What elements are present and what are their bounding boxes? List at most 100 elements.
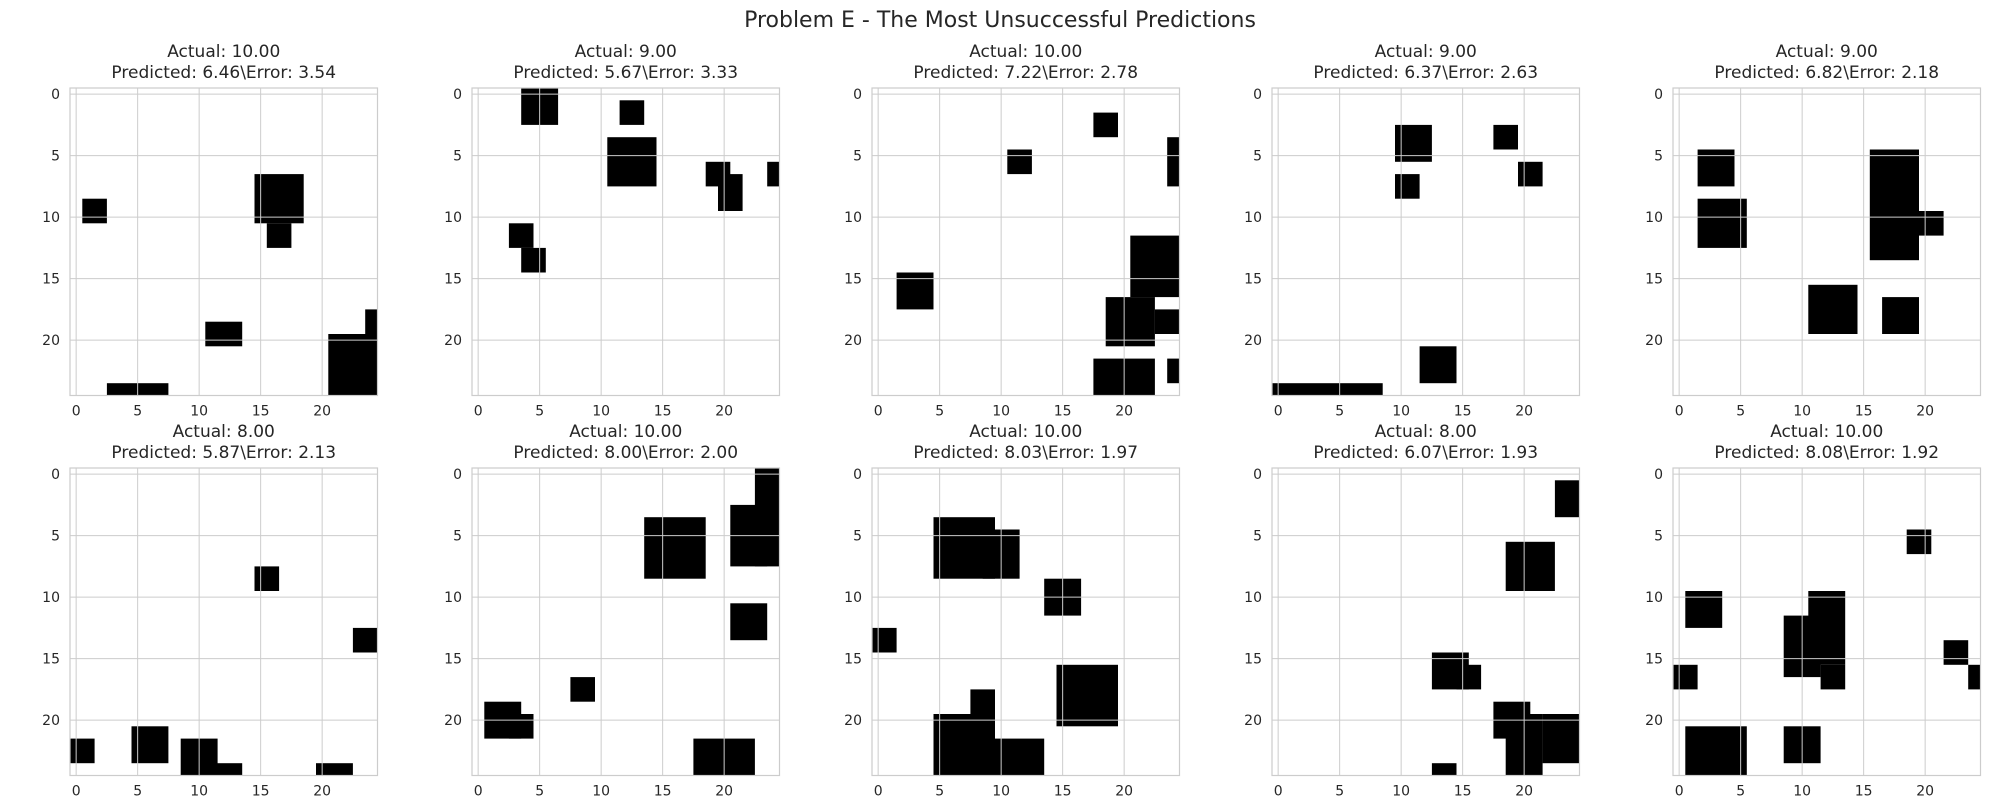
filled-cell-block <box>1906 529 1932 555</box>
subplot-panel: Actual: 10.00 Predicted: 8.03\Error: 1.97… <box>832 422 1220 802</box>
y-tick-label: 20 <box>444 333 462 349</box>
filled-cell-block <box>754 468 780 567</box>
y-tick-label: 20 <box>1244 333 1262 349</box>
heatmap-axes: 0 5 10 15 20 0 5 10 15 20 <box>444 467 781 800</box>
y-tick-label: 0 <box>51 467 60 483</box>
filled-cell-block <box>607 137 657 187</box>
filled-cell-block <box>1808 591 1846 665</box>
x-tick-label: 15 <box>1855 404 1873 420</box>
x-tick-label: 5 <box>535 784 544 800</box>
y-tick-label: 20 <box>844 333 862 349</box>
y-tick-label: 10 <box>1645 590 1663 606</box>
subplot-panel: Actual: 9.00 Predicted: 6.37\Error: 2.63 0… <box>1232 42 1620 422</box>
filled-cell-block <box>316 763 353 776</box>
filled-cell-block <box>1685 726 1747 776</box>
filled-cell-block <box>1697 149 1735 187</box>
y-tick-label: 0 <box>1253 467 1262 483</box>
filled-cell-block <box>1431 763 1457 776</box>
x-tick-label: 20 <box>313 784 331 800</box>
y-tick-label: 0 <box>853 467 862 483</box>
x-tick-label: 5 <box>1335 784 1344 800</box>
subplot-title-actual: Actual: 10.00 <box>969 42 1083 62</box>
subplot-title-actual: Actual: 10.00 <box>1770 422 1884 442</box>
x-tick-label: 20 <box>1115 784 1133 800</box>
y-tick-label: 5 <box>51 529 60 545</box>
x-tick-label: 10 <box>190 404 208 420</box>
y-tick-label: 0 <box>1654 467 1663 483</box>
subplot-title-actual: Actual: 9.00 <box>1775 42 1878 62</box>
axes-frame <box>1271 467 1581 777</box>
filled-cell-block <box>254 174 304 224</box>
y-tick-label: 0 <box>51 87 60 103</box>
x-tick-label: 5 <box>535 404 544 420</box>
filled-cell-block <box>1882 297 1919 334</box>
filled-cell-block <box>1808 284 1858 334</box>
x-tick-label: 20 <box>715 404 733 420</box>
filled-cell-block <box>1493 124 1518 150</box>
y-tick-label: 20 <box>1244 713 1262 729</box>
y-tick-label: 20 <box>1645 713 1663 729</box>
subplot-title-actual: Actual: 8.00 <box>1374 422 1477 442</box>
y-tick-label: 5 <box>853 529 862 545</box>
filled-cell-block <box>872 627 897 653</box>
filled-cell-block <box>767 161 780 187</box>
y-tick-label: 0 <box>1253 87 1262 103</box>
axes-frame <box>69 87 379 397</box>
filled-cell-block <box>1542 714 1580 764</box>
axes-frame <box>471 467 781 777</box>
y-tick-label: 10 <box>42 590 60 606</box>
y-tick-label: 10 <box>844 210 862 226</box>
x-tick-label: 5 <box>1335 404 1344 420</box>
x-tick-label: 15 <box>1454 784 1472 800</box>
y-tick-label: 15 <box>1645 272 1663 288</box>
filled-cell-block <box>730 603 768 641</box>
x-tick-label: 20 <box>1916 404 1934 420</box>
y-tick-label: 15 <box>42 652 60 668</box>
filled-cell-block <box>254 566 280 591</box>
filled-cell-block <box>70 738 95 764</box>
filled-cell-block <box>570 677 595 702</box>
x-tick-label: 0 <box>1274 404 1283 420</box>
subplot-title-predicted: Predicted: 8.03\Error: 1.97 <box>913 443 1139 463</box>
filled-cell-block <box>970 689 995 727</box>
subplot-title-predicted: Predicted: 6.07\Error: 1.93 <box>1313 443 1539 463</box>
y-tick-label: 5 <box>453 529 462 545</box>
filled-cell-block <box>1518 161 1543 187</box>
axes-frame <box>1672 87 1982 397</box>
y-tick-label: 10 <box>1645 210 1663 226</box>
subplot-title-actual: Actual: 9.00 <box>1374 42 1477 62</box>
subplot-title-actual: Actual: 9.00 <box>574 42 677 62</box>
x-tick-label: 20 <box>1515 404 1533 420</box>
filled-cell-block <box>1130 235 1180 298</box>
heatmap-axes: 0 5 10 15 20 0 5 10 15 20 <box>1244 87 1581 420</box>
y-tick-label: 0 <box>1654 87 1663 103</box>
subplot-title-predicted: Predicted: 6.46\Error: 3.54 <box>111 63 337 83</box>
filled-cell-block <box>1056 664 1118 727</box>
x-tick-label: 20 <box>1515 784 1533 800</box>
filled-cell-block <box>205 763 243 776</box>
filled-cell-block <box>1093 112 1118 138</box>
heatmap-axes: 0 5 10 15 20 0 5 10 15 20 <box>42 87 379 420</box>
y-tick-label: 10 <box>1244 210 1262 226</box>
filled-cell-block <box>1007 149 1032 175</box>
subplot-panel: Actual: 9.00 Predicted: 5.67\Error: 3.33 0… <box>432 42 820 422</box>
x-tick-label: 5 <box>1736 784 1745 800</box>
y-tick-label: 15 <box>42 272 60 288</box>
x-tick-label: 10 <box>592 784 610 800</box>
x-tick-label: 10 <box>1793 784 1811 800</box>
filled-cell-block <box>266 223 292 248</box>
axes-frame <box>471 87 781 397</box>
x-tick-label: 20 <box>1115 404 1133 420</box>
x-tick-label: 10 <box>1392 784 1410 800</box>
x-tick-label: 10 <box>592 404 610 420</box>
x-tick-label: 15 <box>654 784 672 800</box>
y-tick-label: 15 <box>444 272 462 288</box>
figure-title: Problem E - The Most Unsuccessful Predic… <box>744 8 1256 33</box>
filled-cell-block <box>1673 664 1698 690</box>
x-tick-label: 15 <box>1054 784 1072 800</box>
x-tick-label: 15 <box>1054 404 1072 420</box>
filled-cell-block <box>1919 211 1944 236</box>
filled-cell-block <box>1697 198 1747 248</box>
subplot-panel: Actual: 10.00 Predicted: 6.46\Error: 3.54… <box>30 42 418 422</box>
filled-cell-block <box>352 627 378 653</box>
